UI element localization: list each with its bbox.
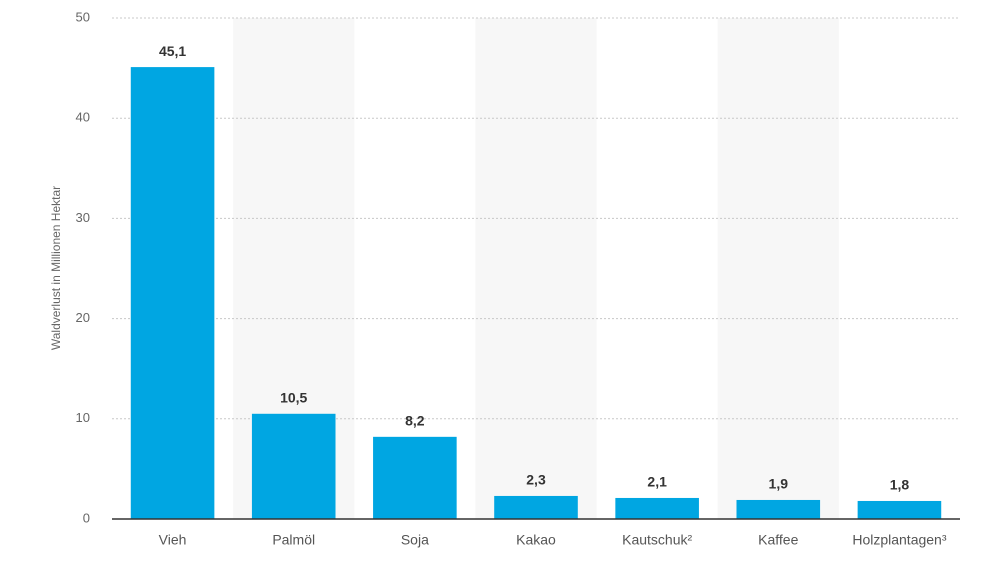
bar [494, 495, 578, 519]
x-tick-label: Kaffee [758, 532, 798, 548]
x-tick-label: Holzplantagen³ [852, 532, 947, 548]
y-tick-label: 0 [83, 510, 90, 525]
value-label: 2,1 [647, 474, 667, 490]
bar [857, 500, 942, 519]
y-tick-label: 30 [76, 210, 90, 225]
bar [130, 67, 215, 520]
x-tick-label: Vieh [159, 532, 187, 548]
x-tick-label: Kautschuk² [622, 532, 692, 548]
y-axis-label: Waldverlust in Millionen Hektar [49, 186, 63, 350]
y-tick-label: 50 [76, 9, 90, 24]
value-label: 45,1 [159, 43, 186, 59]
y-tick-label: 10 [76, 410, 90, 425]
bar [251, 413, 336, 519]
x-tick-label: Palmöl [272, 532, 315, 548]
value-label: 1,8 [890, 477, 910, 493]
bar [615, 497, 699, 519]
x-tick-label: Kakao [516, 532, 556, 548]
value-label: 10,5 [280, 389, 307, 405]
value-label: 8,2 [405, 413, 425, 429]
value-label: 1,9 [769, 476, 789, 492]
y-tick-label: 20 [76, 310, 90, 325]
x-tick-label: Soja [401, 532, 429, 548]
y-tick-label: 40 [76, 110, 90, 125]
bar [373, 436, 457, 519]
bar [736, 499, 821, 519]
value-label: 2,3 [526, 472, 546, 488]
band-background [475, 18, 597, 519]
band-background [717, 18, 839, 519]
